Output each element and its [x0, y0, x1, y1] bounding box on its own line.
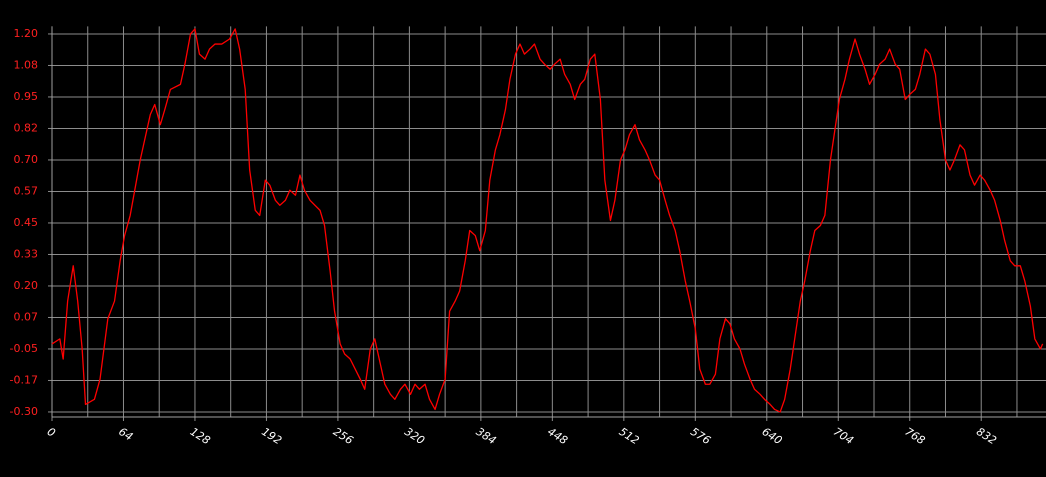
data-line	[51, 28, 1044, 413]
y-tick-label: -0.30	[10, 405, 38, 418]
y-tick-label: 0.95	[14, 90, 39, 103]
y-tick-label: 0.82	[14, 121, 39, 134]
y-tick-label: 0.70	[14, 153, 39, 166]
y-tick-label: 0.57	[14, 184, 39, 197]
y-tick-label: 0.20	[14, 279, 39, 292]
y-tick-label: -0.17	[10, 373, 38, 386]
plot	[51, 28, 1044, 413]
y-tick-label: 0.33	[14, 247, 39, 260]
x-tick-label: 64	[116, 425, 135, 443]
y-tick-label: 0.45	[14, 216, 39, 229]
y-tick-label: -0.05	[10, 342, 38, 355]
y-tick-label: 1.08	[14, 58, 39, 71]
y-tick-label: 0.07	[14, 310, 39, 323]
y-tick-label: 1.20	[14, 27, 39, 40]
